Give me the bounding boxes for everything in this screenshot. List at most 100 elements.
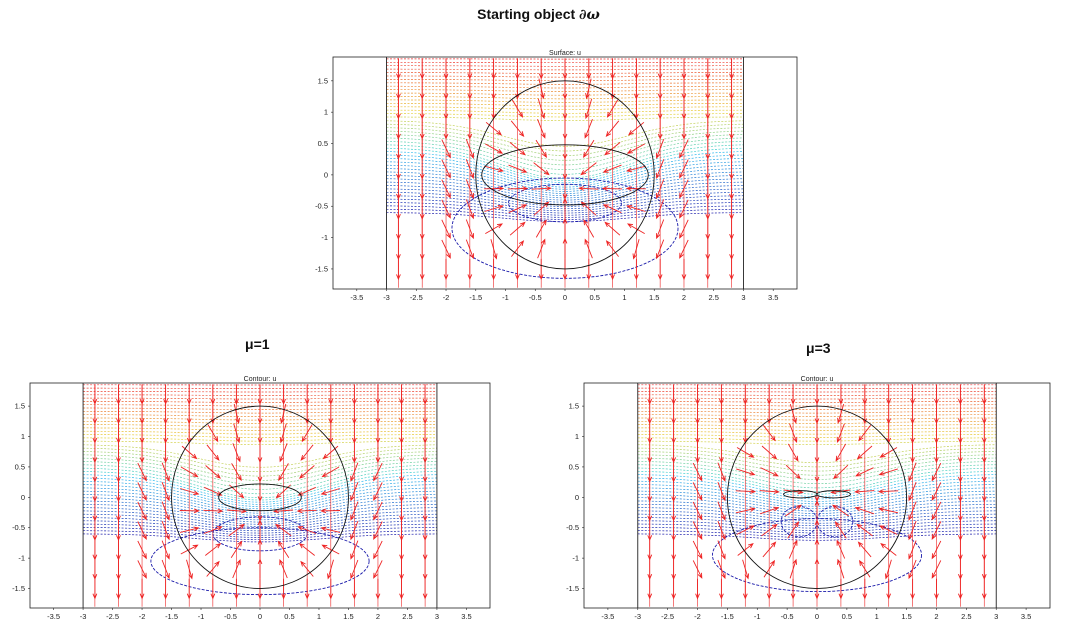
field-arrow xyxy=(535,219,547,238)
field-arrow xyxy=(657,118,663,140)
field-arrow xyxy=(279,443,288,463)
field-arrow xyxy=(327,559,334,580)
field-arrow xyxy=(838,578,844,600)
field-arrow xyxy=(375,442,381,464)
field-arrow xyxy=(656,239,665,260)
x-tick-label: 0.5 xyxy=(590,293,600,302)
field-arrow xyxy=(717,520,726,541)
x-tick-label: -0.5 xyxy=(224,612,237,621)
panel-mu3-subtitle: μ=3 xyxy=(806,340,831,356)
field-arrow xyxy=(491,258,497,281)
field-arrow xyxy=(766,578,772,600)
x-tick-label: 0.5 xyxy=(284,612,294,621)
x-tick-label: -2.5 xyxy=(410,293,423,302)
field-arrow xyxy=(692,521,703,540)
field-arrow xyxy=(465,199,474,220)
field-arrow xyxy=(833,464,849,480)
field-arrow xyxy=(857,541,872,558)
field-arrow xyxy=(679,199,689,219)
x-tick-label: -3 xyxy=(634,612,641,621)
x-tick-label: -3 xyxy=(383,293,390,302)
field-arrow xyxy=(886,578,892,600)
field-arrow xyxy=(373,501,383,521)
field-arrow xyxy=(717,462,726,482)
field-arrow xyxy=(787,443,799,462)
field-arrow xyxy=(761,523,778,537)
field-arrow xyxy=(535,139,548,158)
field-arrow xyxy=(585,78,592,100)
y-tick-label: -1 xyxy=(18,554,25,563)
x-tick-label: 1 xyxy=(875,612,879,621)
field-arrow xyxy=(204,486,223,496)
field-arrow xyxy=(257,558,263,579)
field-arrow xyxy=(484,205,504,212)
field-arrow xyxy=(320,526,341,533)
field-arrow xyxy=(280,403,287,425)
field-arrow xyxy=(679,179,689,199)
field-arrow xyxy=(814,538,820,560)
y-tick-label: 0.5 xyxy=(318,139,328,148)
field-arrow xyxy=(633,258,639,281)
field-arrow xyxy=(878,468,898,476)
field-arrow xyxy=(321,544,340,555)
field-arrow xyxy=(484,165,504,173)
field-arrow xyxy=(981,578,987,600)
object-boundary xyxy=(475,80,655,270)
x-tick-label: -3 xyxy=(80,612,87,621)
field-arrow xyxy=(605,120,620,137)
field-arrow xyxy=(578,186,599,191)
y-tick-label: 1.5 xyxy=(569,402,579,411)
x-tick-label: -1 xyxy=(754,612,761,621)
field-arrow xyxy=(510,120,525,137)
field-arrow xyxy=(441,139,451,159)
field-arrow xyxy=(878,507,899,514)
field-arrow xyxy=(814,519,820,540)
field-arrow xyxy=(298,542,315,556)
field-arrow xyxy=(814,558,820,579)
y-tick-label: -0.5 xyxy=(566,523,579,532)
field-arrow xyxy=(180,544,199,555)
field-arrow xyxy=(210,578,216,600)
field-arrow xyxy=(656,139,665,160)
field-arrow xyxy=(139,442,145,464)
field-arrow xyxy=(789,423,798,443)
field-arrow xyxy=(351,442,357,464)
y-tick-label: 0 xyxy=(575,493,579,502)
x-tick-label: 1 xyxy=(622,293,626,302)
field-arrow xyxy=(181,445,198,460)
object-boundary xyxy=(171,405,349,589)
field-arrow xyxy=(232,559,241,579)
field-arrow xyxy=(717,501,726,521)
field-arrow xyxy=(858,559,871,578)
field-arrow xyxy=(931,482,942,501)
field-arrow xyxy=(837,403,845,424)
field-arrow xyxy=(705,258,711,281)
field-arrow xyxy=(205,542,222,556)
field-arrow xyxy=(884,559,892,580)
y-tick-label: 1.5 xyxy=(15,402,25,411)
field-arrow xyxy=(299,465,315,479)
x-tick-label: 3 xyxy=(994,612,998,621)
field-arrow xyxy=(350,501,359,521)
field-arrow xyxy=(161,462,170,482)
field-arrow xyxy=(934,578,939,600)
x-tick-label: -2 xyxy=(694,612,701,621)
field-arrow xyxy=(161,520,170,541)
field-arrow xyxy=(373,540,383,560)
field-arrow xyxy=(762,424,776,442)
field-arrow xyxy=(531,186,552,191)
field-arrow xyxy=(586,258,592,281)
x-tick-label: -2.5 xyxy=(661,612,674,621)
field-arrow xyxy=(422,578,428,600)
field-arrow xyxy=(736,468,756,476)
field-arrow xyxy=(234,578,239,600)
field-arrow xyxy=(854,489,875,494)
field-arrow xyxy=(441,219,451,239)
field-arrow xyxy=(562,217,568,239)
field-arrow xyxy=(580,162,597,176)
field-arrow xyxy=(908,540,917,560)
field-arrow xyxy=(373,560,383,579)
field-arrow xyxy=(328,578,334,600)
field-arrow xyxy=(759,489,780,494)
field-arrow xyxy=(537,98,546,120)
